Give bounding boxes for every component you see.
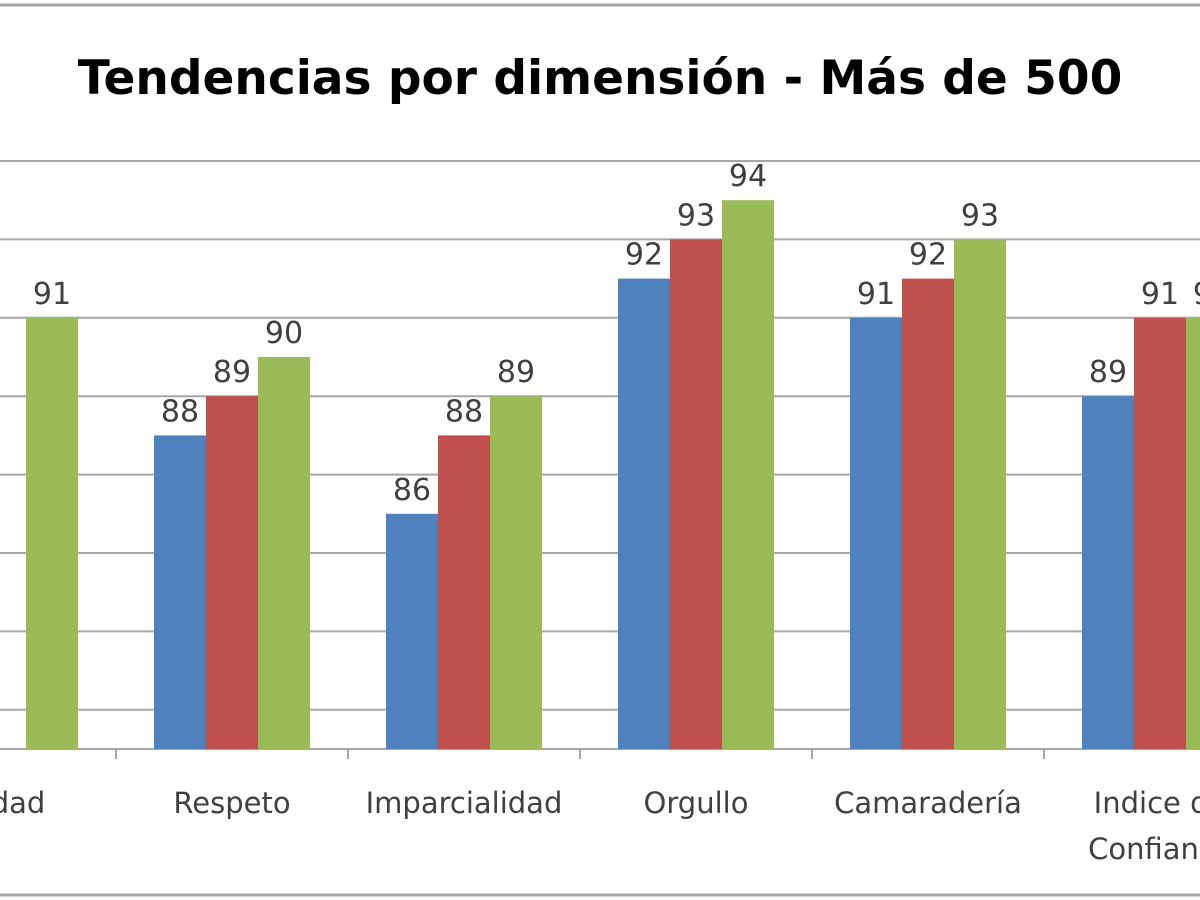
bar [1134, 317, 1186, 749]
category-label-line: Imparcialidad [366, 786, 563, 820]
data-label: 93 [677, 198, 715, 233]
bars [26, 200, 1200, 749]
bar [954, 239, 1006, 749]
bar [670, 239, 722, 749]
bar [154, 435, 206, 749]
category-label: dad [0, 786, 45, 820]
data-labels: 88 86 92 91 89 89 88 93 92 91 91 90 89 94 93 91 [33, 159, 1200, 508]
data-label: 90 [265, 316, 303, 351]
chart-title: Tendencias por dimensión - Más de 500 [78, 51, 1123, 106]
data-label: 86 [393, 473, 431, 508]
category-label: Respeto [173, 786, 290, 820]
bar [386, 513, 438, 749]
data-label: 88 [161, 394, 199, 429]
bar [1082, 396, 1134, 749]
bar [850, 317, 902, 749]
bar [26, 317, 78, 749]
data-label: 92 [625, 238, 663, 273]
bar [722, 200, 774, 749]
data-label: 93 [961, 198, 999, 233]
category-label-line: Respeto [173, 786, 290, 820]
data-label: 92 [909, 238, 947, 273]
bar [206, 396, 258, 749]
category-label: Camaradería [834, 786, 1022, 820]
bar [1186, 317, 1200, 749]
data-label: 88 [445, 394, 483, 429]
data-label: 94 [729, 159, 767, 194]
category-label: Orgullo [644, 786, 749, 820]
bar [618, 278, 670, 749]
category-label-line: dad [0, 786, 45, 820]
category-labels: dad Respeto Imparcialidad Orgullo Camaraderí… [0, 786, 1200, 866]
category-label: Imparcialidad [366, 786, 563, 820]
category-label: Indice de Confianza [1088, 786, 1200, 866]
category-label-line: Orgullo [644, 786, 749, 820]
bar [490, 396, 542, 749]
data-label: 91 [857, 277, 895, 312]
bar [438, 435, 490, 749]
data-label: 89 [1089, 355, 1127, 390]
data-label: 91 [1193, 277, 1200, 312]
data-label: 89 [497, 355, 535, 390]
bar [258, 357, 310, 749]
bar [902, 278, 954, 749]
category-label-line: Confianza [1088, 832, 1200, 866]
data-label: 89 [213, 355, 251, 390]
category-label-line: Indice de [1094, 786, 1200, 820]
data-label: 91 [33, 277, 71, 312]
category-label-line: Camaradería [834, 786, 1022, 820]
data-label: 91 [1141, 277, 1179, 312]
